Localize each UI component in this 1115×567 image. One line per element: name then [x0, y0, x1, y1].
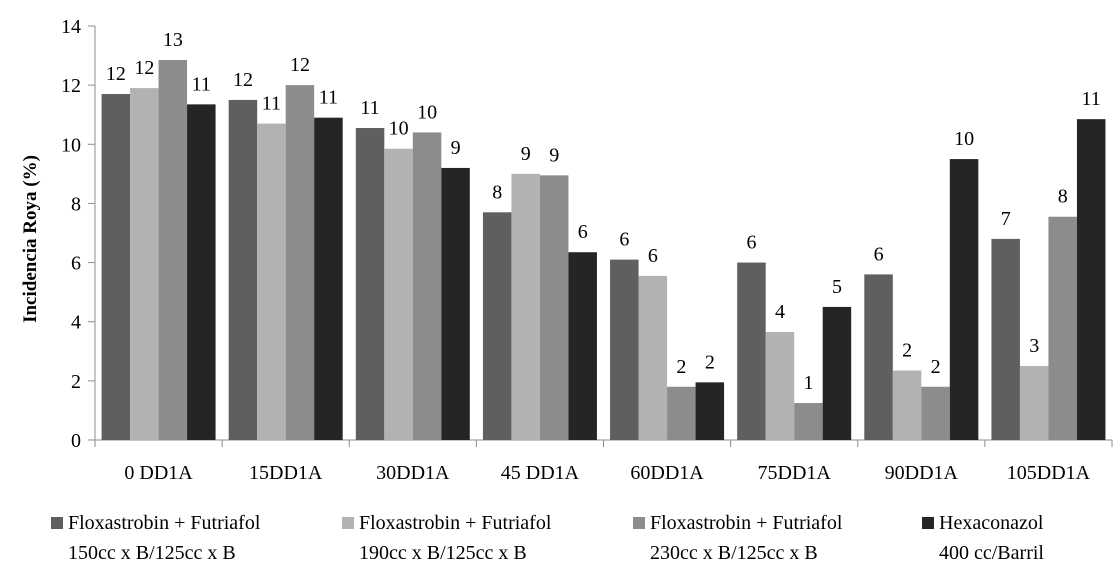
x-tick-label: 75DD1A	[758, 462, 832, 484]
bar	[539, 175, 569, 441]
bar	[285, 85, 315, 441]
data-label: 11	[262, 93, 281, 115]
data-label: 10	[417, 101, 437, 123]
bar	[441, 167, 470, 440]
data-label: 5	[832, 276, 842, 298]
y-tick-label: 6	[71, 253, 81, 275]
bar	[187, 104, 216, 440]
legend-label: 230cc x B/125cc x B	[650, 542, 818, 564]
bar	[991, 238, 1020, 440]
data-label: 2	[676, 356, 686, 378]
bar	[568, 252, 597, 440]
y-tick-label: 2	[71, 371, 81, 393]
data-label: 6	[619, 229, 629, 251]
legend-label: 190cc x B/125cc x B	[359, 542, 527, 564]
bar	[765, 332, 795, 440]
bar	[412, 132, 442, 440]
legend-swatch	[51, 517, 63, 529]
legend-label: 150cc x B/125cc x B	[68, 542, 236, 564]
legend-label: Floxastrobin + Futriafol	[359, 512, 552, 534]
data-label: 6	[578, 221, 588, 243]
bar	[921, 386, 950, 440]
bar	[384, 148, 413, 440]
y-tick-label: 0	[71, 430, 81, 452]
bar	[130, 88, 159, 440]
data-label: 11	[319, 87, 338, 109]
data-label: 12	[134, 57, 154, 79]
x-tick-label: 30DD1A	[376, 462, 450, 484]
data-label: 12	[233, 69, 253, 91]
data-label: 3	[1029, 335, 1039, 357]
bar	[1019, 366, 1049, 440]
legend-label: Hexaconazol	[939, 512, 1044, 534]
bar	[822, 306, 852, 440]
data-label: 8	[1058, 186, 1068, 208]
x-tick-label: 105DD1A	[1007, 462, 1091, 484]
bar	[101, 94, 131, 440]
data-label: 11	[192, 73, 211, 95]
y-tick-label: 8	[71, 193, 81, 215]
bar	[610, 259, 639, 440]
bar	[355, 128, 385, 440]
data-label: 9	[549, 144, 559, 166]
data-label: 4	[775, 301, 785, 323]
bar	[892, 370, 922, 440]
data-label: 9	[451, 137, 461, 159]
y-tick-label: 10	[61, 134, 81, 156]
bar	[949, 159, 979, 441]
data-label: 11	[1082, 88, 1101, 110]
data-label: 6	[874, 243, 884, 265]
legend-label: 400 cc/Barril	[939, 542, 1044, 564]
data-label: 13	[163, 29, 183, 51]
data-label: 10	[389, 118, 409, 140]
data-label: 6	[648, 245, 658, 267]
x-tick-label: 45 DD1A	[501, 462, 580, 484]
y-tick-label: 12	[61, 75, 81, 97]
bar	[511, 173, 540, 440]
x-tick-label: 15DD1A	[249, 462, 323, 484]
data-label: 2	[705, 351, 715, 373]
bars	[101, 60, 1106, 441]
data-label: 7	[1001, 208, 1011, 230]
bar	[737, 262, 766, 440]
bar	[482, 212, 512, 440]
legend-label: Floxastrobin + Futriafol	[650, 512, 843, 534]
x-tick-label: 0 DD1A	[124, 462, 193, 484]
bar	[638, 275, 668, 440]
data-label: 12	[290, 54, 310, 76]
bar	[158, 60, 188, 440]
bar	[695, 382, 725, 440]
y-tick-label: 14	[61, 16, 81, 38]
data-label: 6	[746, 232, 756, 254]
bar	[228, 99, 258, 440]
legend-swatch	[922, 517, 934, 529]
data-label: 11	[360, 97, 379, 119]
bar	[1076, 119, 1106, 441]
bar	[257, 123, 286, 440]
bar	[667, 386, 696, 440]
data-label: 10	[954, 128, 974, 150]
data-label: 12	[106, 63, 126, 85]
bar	[794, 403, 823, 440]
x-tick-label: 60DD1A	[630, 462, 704, 484]
legend-label: Floxastrobin + Futriafol	[68, 512, 261, 534]
data-label: 9	[521, 143, 531, 165]
data-label: 2	[902, 340, 912, 362]
y-tick-label: 4	[71, 312, 81, 334]
data-label: 2	[931, 356, 941, 378]
data-label: 1	[803, 372, 813, 394]
legend-swatch	[633, 517, 645, 529]
y-axis-label: Incidencia Roya (%)	[20, 155, 41, 323]
data-label: 8	[492, 181, 502, 203]
bar	[864, 274, 893, 440]
x-tick-label: 90DD1A	[885, 462, 959, 484]
legend: Floxastrobin + Futriafol 150cc x B/125cc …	[51, 512, 1044, 564]
bar	[314, 117, 343, 441]
bar	[1048, 216, 1077, 440]
legend-swatch	[342, 517, 354, 529]
